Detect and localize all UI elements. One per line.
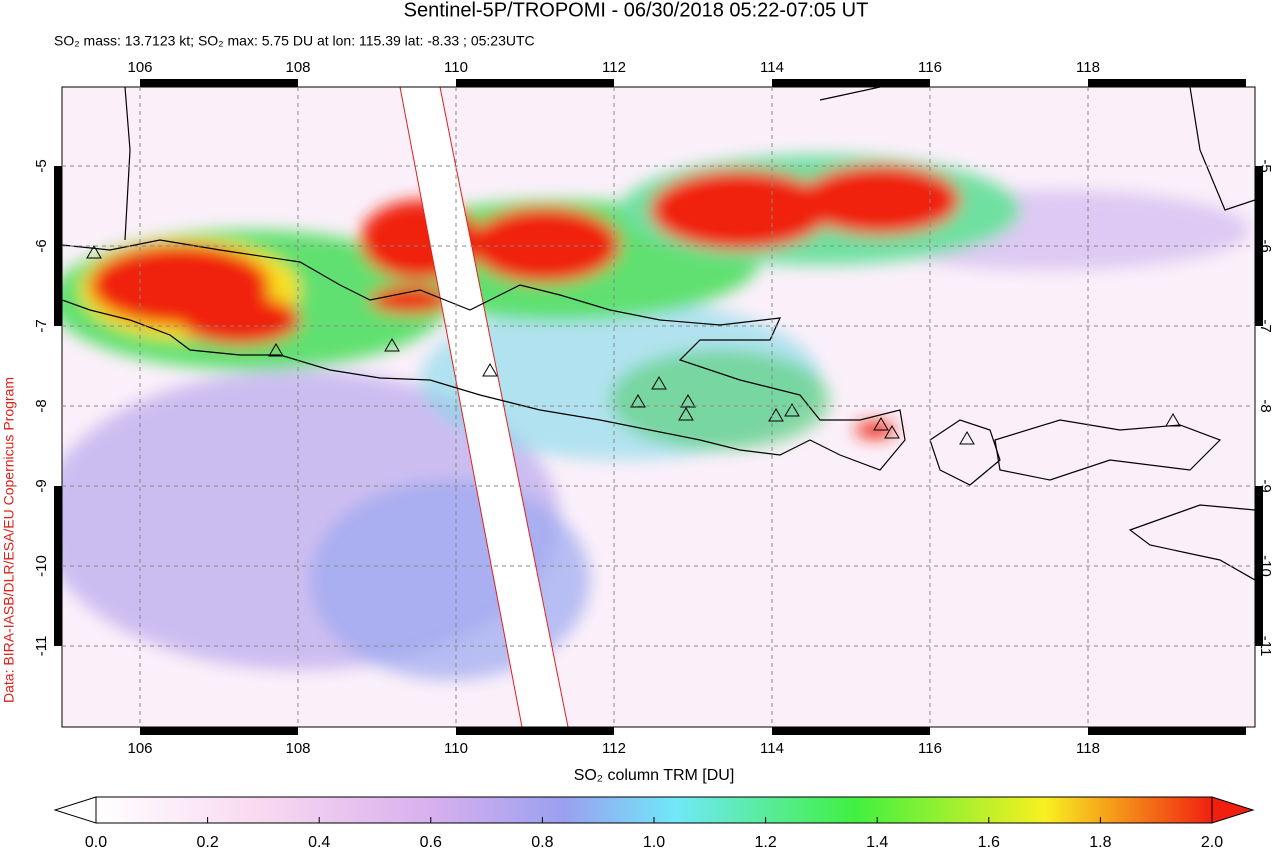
frame-band [1167,727,1246,735]
y-tick-label: -9 [1257,479,1272,492]
frame-band [772,727,851,735]
colorbar-tick-label: 1.8 [1089,834,1111,851]
frame-band [1167,79,1246,87]
frame-band [535,79,614,87]
y-tick-label: -5 [33,159,50,172]
y-tick-label: -7 [33,319,50,332]
title: Sentinel-5P/TROPOMI - 06/30/2018 05:22-0… [404,0,869,21]
colorbar-high-arrow [1211,796,1255,824]
frame-band [772,79,851,87]
x-tick-label: 106 [127,740,152,757]
colorbar-low-arrow [53,796,97,824]
frame-band [535,727,614,735]
x-tick-label: 108 [285,59,310,76]
y-tick-label: -7 [1257,319,1272,332]
frame-band [851,79,930,87]
colorbar-tick-label: 2.0 [1201,834,1223,851]
frame-band [54,166,62,246]
frame-band [219,727,298,735]
x-tick-label: 114 [760,740,784,757]
y-tick-label: -5 [1257,159,1272,172]
frame-band [1255,246,1263,326]
colorbar-tick-label: 1.4 [866,834,888,851]
y-tick-label: -9 [33,479,50,492]
colorbar-tick-label: 1.6 [978,834,1000,851]
frame-band [1088,727,1167,735]
frame-band [140,727,219,735]
frame-band [1255,486,1263,566]
map-area [62,87,1255,727]
y-tick-label: -11 [1257,636,1272,657]
y-tick-label: -11 [33,636,50,657]
frame-band [54,486,62,566]
colorbar-tick-label: 0.8 [531,834,553,851]
colorbar-tick-label: 1.2 [754,834,776,851]
y-tick-label: -10 [1257,555,1272,577]
y-tick-label: -10 [33,555,50,577]
y-tick-label: -6 [33,239,50,252]
swath-gap [399,87,569,727]
colorbar-tick-label: 1.0 [643,834,665,851]
x-tick-label: 114 [760,59,784,76]
frame-band [219,79,298,87]
axes: 106 106 108 108 110 110 112 112 114 114 116 116 118 1… [33,59,1272,757]
y-tick-label: -8 [1257,399,1272,412]
x-tick-label: 116 [918,740,942,757]
x-tick-label: 118 [1076,740,1100,757]
frame-band [456,727,535,735]
x-tick-label: 108 [285,740,310,757]
colorbar-tick-label: 0.0 [85,834,107,851]
subtitle: SO₂ mass: 13.7123 kt; SO₂ max: 5.75 DU a… [54,33,535,49]
x-tick-label: 110 [444,59,468,76]
x-tick-label: 112 [602,740,626,757]
frame-band [456,79,535,87]
y-tick-label: -8 [33,399,50,412]
frame-band [1255,166,1263,246]
colorbar-label: SO₂ column TRM [DU] [574,767,735,784]
x-tick-label: 106 [127,59,152,76]
colorbar-tick-label: 0.2 [196,834,218,851]
colorbar-tick-label: 0.4 [308,834,330,851]
x-tick-label: 116 [918,59,942,76]
credit: Data: BIRA-IASB/DLR/ESA/EU Copernicus Pr… [1,377,17,703]
x-tick-label: 118 [1076,59,1100,76]
y-tick-label: -6 [1257,239,1272,252]
x-tick-label: 112 [602,59,626,76]
frame-band [1255,566,1263,646]
colorbar-tick-label: 0.6 [420,834,442,851]
x-tick-label: 110 [444,740,468,757]
frame-band [851,727,930,735]
frame-band [54,566,62,646]
frame-band [1088,79,1167,87]
frame-band [140,79,219,87]
frame-band [54,246,62,326]
map-frame [61,86,1256,728]
